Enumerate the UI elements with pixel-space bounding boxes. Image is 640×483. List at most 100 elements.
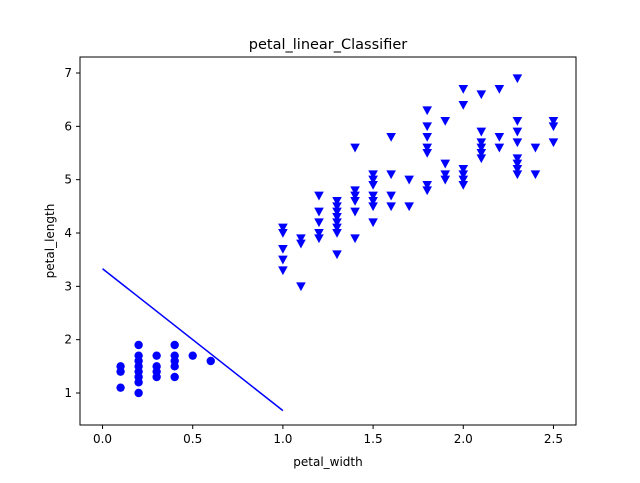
triangle-point: [440, 170, 451, 180]
y-tick-label: 1: [64, 386, 72, 400]
triangle-point: [512, 159, 523, 169]
triangle-point: [530, 170, 541, 180]
y-axis-label: petal_length: [43, 204, 57, 279]
triangle-point: [458, 170, 469, 180]
y-tick-label: 7: [64, 66, 72, 80]
triangle-point: [422, 143, 432, 153]
triangle-point: [512, 138, 523, 148]
triangle-point: [296, 239, 306, 249]
circle-point: [134, 351, 143, 360]
triangle-point: [278, 266, 288, 276]
circle-point: [116, 362, 125, 371]
decision-boundary-line: [102, 268, 284, 412]
triangle-point: [314, 207, 324, 217]
circle-point: [116, 383, 125, 392]
triangle-point: [278, 229, 288, 238]
triangle-point: [476, 154, 487, 164]
triangle-point: [548, 117, 559, 126]
y-tick-label: 6: [64, 119, 72, 133]
triangle-point: [422, 133, 432, 142]
triangle-point: [368, 191, 378, 201]
triangle-point: [422, 122, 432, 132]
x-axis-ticks: 0.0 0.5 1.0 1.5 2.0 2.5: [93, 425, 563, 446]
triangle-point: [458, 165, 469, 174]
triangle-point: [422, 149, 432, 158]
triangle-point: [332, 229, 342, 238]
triangle-point: [458, 85, 469, 94]
triangle-point: [458, 181, 469, 190]
triangle-point: [476, 90, 487, 100]
triangle-point: [458, 101, 469, 110]
triangle-point: [350, 207, 360, 217]
triangle-point: [332, 197, 342, 206]
triangle-point: [494, 143, 505, 153]
triangle-point: [314, 229, 324, 238]
triangle-point: [350, 143, 360, 153]
triangle-point: [476, 149, 487, 158]
y-tick-label: 2: [64, 333, 72, 347]
triangle-point: [332, 202, 342, 212]
x-tick-label: 1.0: [273, 432, 292, 446]
triangle-point: [350, 197, 360, 206]
triangle-point: [332, 218, 342, 228]
triangle-point: [350, 186, 360, 196]
triangle-point: [350, 191, 360, 201]
triangle-point: [404, 175, 414, 185]
circle-point: [170, 372, 179, 382]
y-tick-label: 5: [64, 173, 72, 187]
triangle-point: [440, 175, 451, 185]
chart-title: petal_linear_Classifier: [249, 37, 407, 53]
triangle-point: [314, 218, 324, 228]
circle-point: [188, 351, 197, 360]
x-tick-label: 2.5: [544, 432, 563, 446]
y-axis-ticks: 1 2 3 4 5 6 7: [64, 66, 80, 400]
triangle-point: [278, 255, 288, 265]
x-tick-label: 0.5: [183, 432, 202, 446]
triangle-point: [458, 175, 469, 185]
y-tick-label: 3: [64, 279, 72, 293]
plot-area: [102, 74, 559, 412]
triangle-point: [368, 175, 378, 185]
triangle-point: [404, 202, 414, 212]
triangle-point: [512, 165, 523, 174]
triangle-point: [314, 191, 324, 201]
triangle-point: [422, 186, 432, 196]
triangle-point: [476, 138, 487, 148]
triangle-point: [314, 234, 324, 244]
triangle-point: [386, 133, 396, 142]
triangle-point: [494, 85, 505, 94]
circle-point: [134, 388, 143, 398]
x-tick-label: 0.0: [93, 432, 112, 446]
triangle-point: [368, 202, 378, 212]
x-tick-label: 2.0: [454, 432, 473, 446]
triangle-point: [548, 122, 559, 132]
triangle-point: [350, 234, 360, 244]
triangle-point: [422, 181, 432, 190]
triangle-point: [296, 234, 306, 244]
y-tick-label: 4: [64, 226, 72, 240]
triangle-point: [332, 223, 342, 233]
triangle-point: [548, 138, 559, 148]
triangle-point: [512, 117, 523, 126]
triangle-point: [368, 197, 378, 206]
triangle-point: [332, 207, 342, 217]
circle-point: [170, 351, 179, 360]
triangle-point: [296, 282, 306, 292]
triangle-point: [530, 143, 541, 153]
circle-point: [170, 340, 179, 350]
x-axis-label: petal_width: [293, 455, 362, 469]
triangle-point: [476, 127, 487, 137]
triangle-point: [368, 218, 378, 228]
triangle-point: [386, 191, 396, 201]
triangle-point: [422, 106, 432, 116]
triangle-point: [476, 143, 487, 153]
triangle-point: [512, 154, 523, 164]
triangle-point: [386, 170, 396, 180]
circle-point: [152, 351, 161, 360]
triangle-point: [368, 170, 378, 180]
triangle-point: [278, 245, 288, 254]
triangle-point: [512, 127, 523, 137]
axes-frame: [79, 56, 577, 426]
x-tick-label: 1.5: [364, 432, 383, 446]
